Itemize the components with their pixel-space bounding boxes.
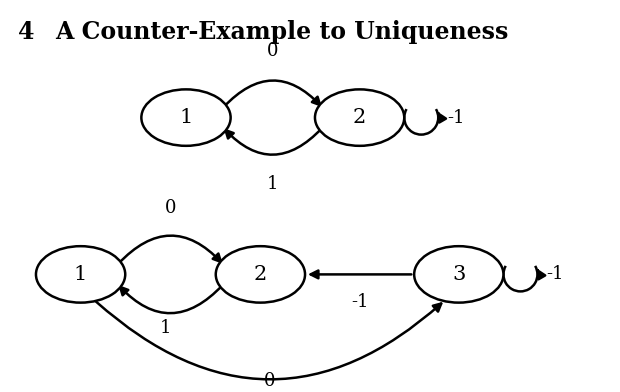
Ellipse shape	[141, 89, 231, 146]
FancyArrowPatch shape	[311, 270, 412, 278]
Text: 0: 0	[267, 42, 278, 60]
Ellipse shape	[36, 246, 125, 303]
Text: -1: -1	[547, 265, 564, 283]
Ellipse shape	[216, 246, 305, 303]
Text: 1: 1	[160, 319, 171, 337]
Text: 2: 2	[353, 108, 366, 127]
Text: -1: -1	[448, 109, 465, 127]
Text: 3: 3	[452, 265, 466, 284]
Text: 2: 2	[254, 265, 267, 284]
FancyArrowPatch shape	[226, 128, 322, 155]
FancyArrowPatch shape	[224, 80, 320, 107]
Text: 1: 1	[74, 265, 87, 284]
Text: 0: 0	[165, 199, 176, 217]
Text: -1: -1	[351, 293, 368, 311]
FancyArrowPatch shape	[118, 236, 221, 264]
Text: A Counter-Example to Uniqueness: A Counter-Example to Uniqueness	[55, 20, 508, 44]
Ellipse shape	[315, 89, 404, 146]
FancyArrowPatch shape	[96, 302, 441, 379]
Text: 4: 4	[18, 20, 35, 44]
Text: 1: 1	[179, 108, 193, 127]
Ellipse shape	[414, 246, 503, 303]
FancyArrowPatch shape	[120, 285, 223, 313]
Text: 1: 1	[267, 175, 278, 193]
Text: 0: 0	[264, 372, 275, 390]
